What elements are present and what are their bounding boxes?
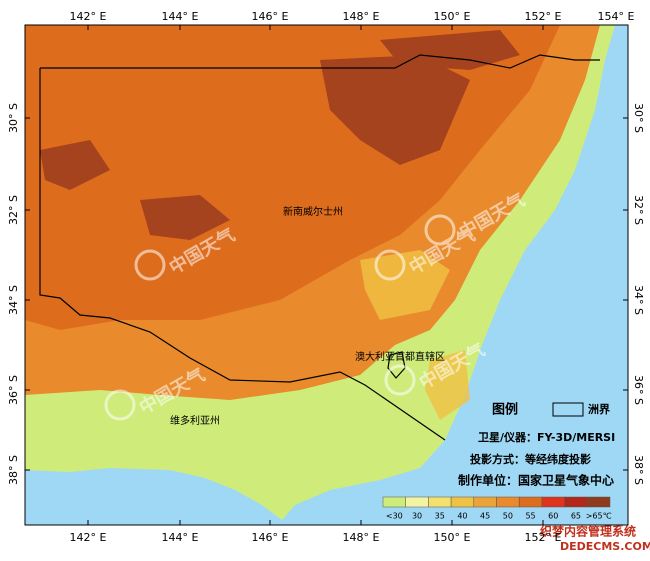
lat-label: 34° S	[7, 285, 20, 315]
legend-label: 60	[548, 512, 558, 521]
land-cool	[360, 250, 470, 420]
lon-label: 142° E	[70, 531, 107, 544]
legend-swatch	[518, 496, 543, 508]
legend-label: <30	[386, 512, 403, 521]
lat-label: 30° S	[7, 103, 20, 133]
act-boundary	[387, 351, 406, 379]
lat-label: 30° S	[632, 103, 645, 133]
satellite-info: 卫星/仪器：FY-3D/MERSI	[478, 431, 615, 444]
lon-label: 146° E	[252, 531, 289, 544]
watermark-logo	[384, 364, 416, 396]
legend-swatch	[564, 496, 588, 508]
lon-label: 154° E	[598, 10, 635, 23]
region-label: 维多利亚州	[170, 414, 220, 427]
land-hottest	[40, 30, 520, 240]
legend-swatch	[382, 496, 406, 508]
lat-label: 38° S	[7, 455, 20, 485]
lat-label: 34° S	[632, 285, 645, 315]
watermark-logo	[104, 389, 136, 421]
legend-label: 40	[457, 512, 467, 521]
lon-label: 142° E	[70, 10, 107, 23]
lat-label: 36° S	[632, 375, 645, 405]
lat-label: 36° S	[7, 375, 20, 405]
watermark-logo	[424, 214, 456, 246]
legend-label: 50	[503, 512, 513, 521]
lon-label: 144° E	[162, 10, 199, 23]
legend-swatch	[496, 496, 520, 508]
map-area	[24, 24, 629, 526]
legend-label: >65℃	[586, 512, 612, 521]
lon-label: 152° E	[525, 10, 562, 23]
legend-swatch	[473, 496, 497, 508]
legend-label: 30	[412, 512, 422, 521]
footer-watermark: 织梦内容管理系统	[540, 524, 636, 539]
producer-info: 制作单位：国家卫星气象中心	[458, 473, 614, 488]
lon-label: 150° E	[434, 10, 471, 23]
legend-boundary-label: 洲界	[588, 403, 610, 416]
watermark-logo	[134, 249, 166, 281]
state-boundary	[39, 54, 600, 441]
legend-label: 45	[480, 512, 490, 521]
legend-swatch	[405, 496, 429, 508]
projection-info: 投影方式：等经纬度投影	[470, 452, 591, 466]
region-label: 澳大利亚首都直辖区	[355, 350, 445, 363]
lat-label: 32° S	[7, 195, 20, 225]
lon-label: 146° E	[252, 10, 289, 23]
lon-label: 148° E	[343, 10, 380, 23]
legend-swatch	[428, 496, 452, 508]
legend-boundary-swatch	[552, 402, 584, 417]
lon-label: 150° E	[434, 531, 471, 544]
lat-label: 38° S	[632, 455, 645, 485]
legend-swatch	[541, 496, 565, 508]
lon-label: 144° E	[162, 531, 199, 544]
lat-label: 32° S	[632, 195, 645, 225]
lon-label: 152° E	[525, 531, 562, 544]
watermark-logo	[374, 249, 406, 281]
lon-label: 148° E	[343, 531, 380, 544]
region-label: 新南威尔士州	[283, 205, 343, 218]
legend-label: 35	[435, 512, 445, 521]
legend-label: 55	[525, 512, 535, 521]
legend-swatch	[587, 496, 611, 508]
legend-title: 图例	[492, 402, 518, 418]
legend-swatch	[450, 496, 475, 508]
legend-label: 65	[571, 512, 581, 521]
footer-watermark: DEDECMS.COM	[560, 540, 650, 553]
map-frame	[24, 24, 629, 526]
